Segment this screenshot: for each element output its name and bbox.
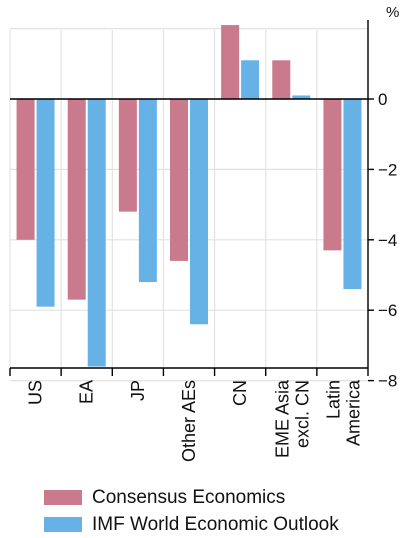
bars [16, 25, 362, 367]
x-tick-label: America [343, 379, 363, 446]
x-tick-label: JP [128, 380, 148, 401]
y-tick-label: −6 [378, 301, 397, 320]
legend-label-imf: IMF World Economic Outlook [92, 513, 339, 535]
legend-swatch-imf [44, 517, 82, 532]
x-tick-label: EA [77, 380, 97, 404]
bar-imf-1 [87, 99, 106, 367]
y-tick-label: −2 [378, 160, 397, 179]
bar-consensus-4 [221, 25, 240, 99]
legend-swatch-consensus [44, 490, 82, 505]
legend: Consensus Economics IMF World Economic O… [44, 484, 394, 538]
y-tick-label: −4 [378, 231, 397, 250]
bar-imf-0 [36, 99, 55, 307]
grid-lines [9, 28, 369, 382]
bar-imf-3 [190, 99, 208, 325]
x-tick-label: CN [230, 380, 250, 406]
x-axis-labels: US EA JP Other AEs CN EME Asia excl. CN Latin Am… [26, 379, 364, 462]
y-tick-label: −8 [378, 372, 397, 391]
bar-consensus-1 [67, 99, 86, 300]
bar-imf-6 [343, 99, 362, 290]
bar-consensus-5 [272, 60, 291, 99]
legend-item-consensus: Consensus Economics [44, 484, 394, 511]
bar-consensus-2 [118, 99, 137, 212]
x-tick-label: excl. CN [292, 380, 312, 448]
bar-imf-2 [138, 99, 157, 283]
bar-imf-5 [292, 95, 311, 99]
bar-consensus-0 [16, 99, 35, 240]
bar-consensus-6 [323, 99, 342, 251]
legend-item-imf: IMF World Economic Outlook [44, 511, 394, 538]
bar-consensus-3 [170, 99, 188, 261]
x-tick-label: EME Asia [272, 379, 292, 458]
legend-label-consensus: Consensus Economics [92, 486, 286, 508]
y-axis: 0 −2 −4 −6 −8 [9, 20, 397, 391]
bar-imf-4 [241, 60, 260, 99]
x-tick-label: Latin [323, 380, 343, 419]
x-tick-label: Other AEs [179, 380, 199, 462]
unit-label: % [386, 4, 399, 21]
x-tick-label: US [26, 380, 46, 405]
y-tick-label: 0 [378, 90, 387, 109]
